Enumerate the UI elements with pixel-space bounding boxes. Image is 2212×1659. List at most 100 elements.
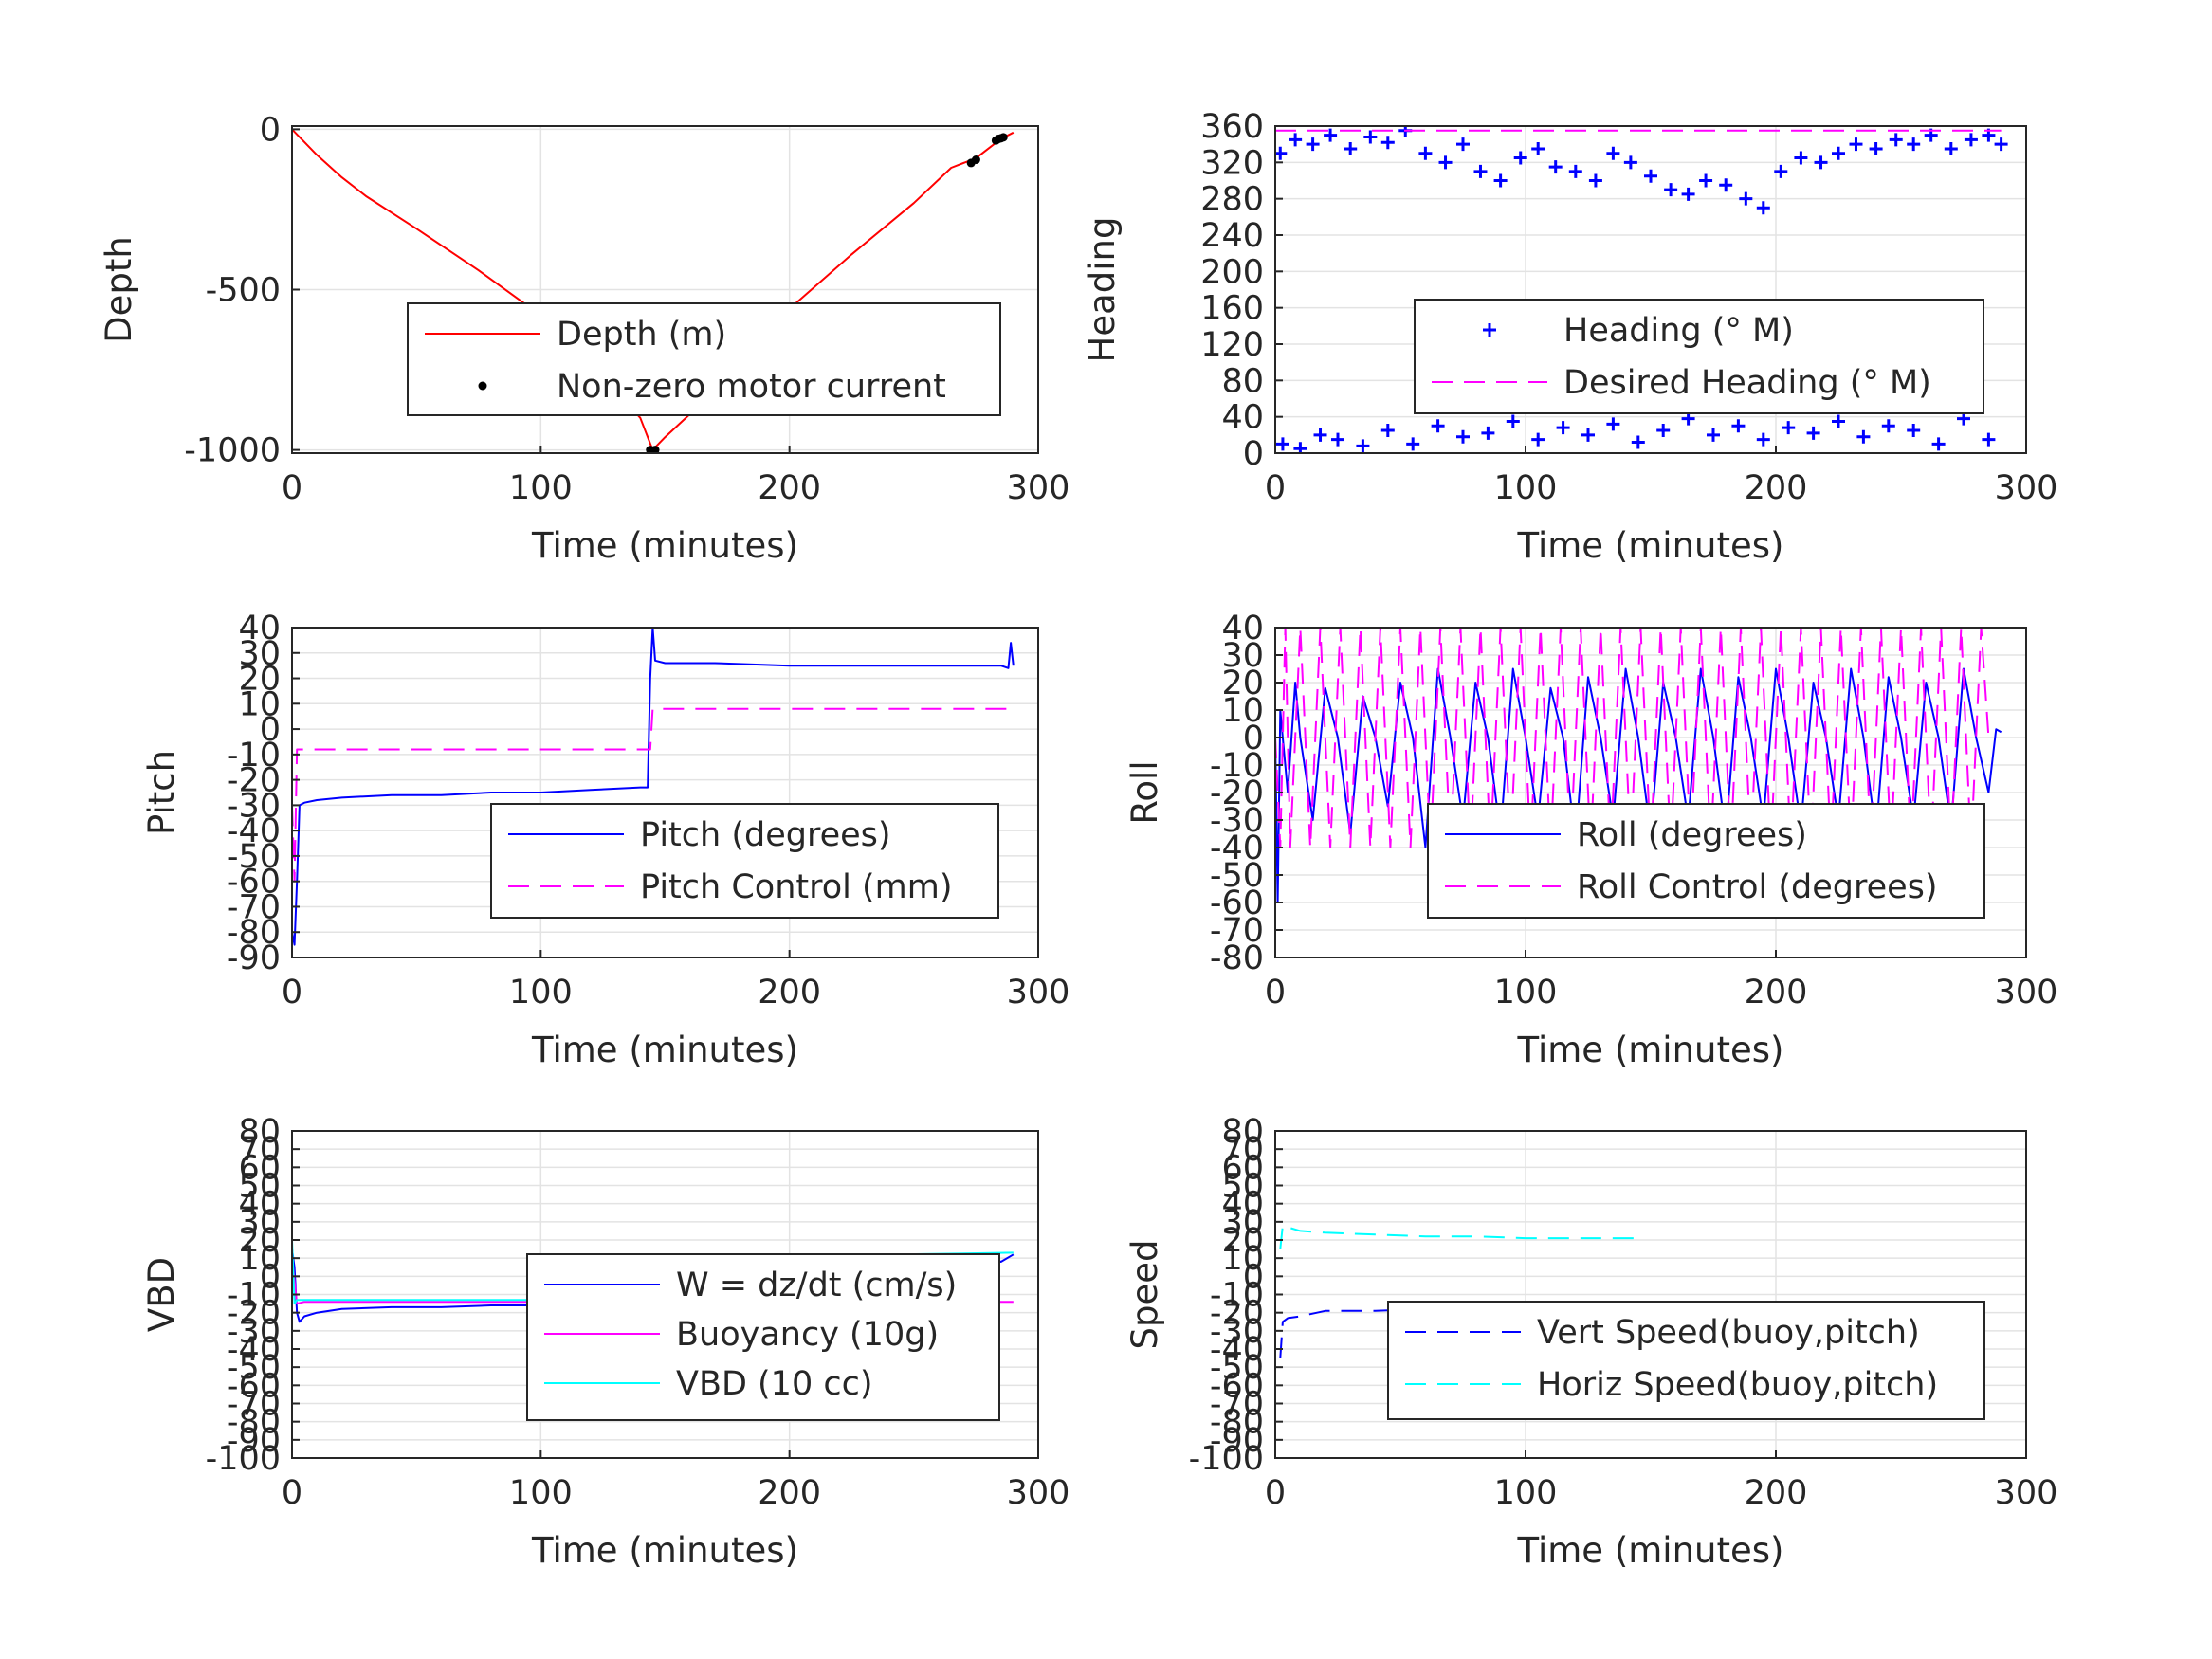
y-tick-label: 20 — [1221, 665, 1264, 702]
data-point-heading-0 — [1756, 201, 1770, 215]
y-tick-label: 20 — [1221, 1222, 1264, 1260]
y-tick-label: 10 — [238, 1240, 281, 1278]
y-tick-label: -70 — [227, 1386, 281, 1424]
data-point-heading-0 — [1681, 187, 1695, 201]
data-point-heading-0 — [1306, 137, 1320, 152]
y-tick-label: -30 — [1210, 802, 1264, 840]
chart-depth: 0 100 200 300 -1000 -500 0 Time (minutes) Depth D… — [99, 111, 1069, 566]
x-axis-label: Time (minutes) — [1517, 525, 1784, 566]
data-point-heading-0 — [1782, 421, 1796, 435]
data-point-heading-0 — [1481, 426, 1495, 440]
x-axis-label: Time (minutes) — [531, 525, 798, 566]
data-point-heading-0 — [1275, 437, 1289, 451]
y-tick-label: -60 — [1210, 1367, 1264, 1405]
y-tick-label: 60 — [1221, 1149, 1264, 1187]
legend-vbd: W = dz/dt (cm/s) Buoyancy (10g) VBD (10 cc… — [526, 1253, 1000, 1421]
y-tick-label: 40 — [1221, 1186, 1264, 1224]
y-tick-label: 80 — [238, 1113, 281, 1151]
y-tick-label: -80 — [227, 914, 281, 952]
data-point-heading-0 — [1982, 432, 1996, 447]
x-tick-label: 0 — [282, 1474, 302, 1512]
y-tick-label: 320 — [1200, 144, 1264, 182]
y-tick-label: -60 — [1210, 884, 1264, 922]
data-point-heading-0 — [1774, 164, 1788, 178]
y-tick-label: 20 — [238, 661, 281, 699]
data-point-heading-0 — [1556, 421, 1570, 435]
x-tick-label: 200 — [758, 1474, 821, 1512]
data-point-heading-0 — [1313, 428, 1327, 442]
chart-speed: 0 100 200 300-100-90-80-70-60-50-40-30-20-1… — [1124, 1113, 2057, 1571]
y-tick-label: 10 — [238, 685, 281, 723]
legend-speed: Vert Speed(buoy,pitch) Horiz Speed(buoy,p… — [1387, 1301, 1985, 1420]
y-tick-label: -10 — [227, 737, 281, 775]
data-point-depth-1 — [971, 155, 980, 165]
y-tick-label: -60 — [227, 1367, 281, 1405]
data-point-heading-0 — [1568, 164, 1582, 178]
data-point-heading-0 — [1456, 429, 1470, 444]
y-tick-label: 80 — [1221, 362, 1264, 400]
x-tick-label: 100 — [1494, 469, 1558, 507]
y-axis-label: Roll — [1124, 760, 1165, 824]
data-point-heading-0 — [1473, 164, 1488, 178]
y-tick-label: -30 — [1210, 1313, 1264, 1351]
data-point-heading-0 — [1814, 155, 1828, 170]
x-tick-label: 200 — [1745, 469, 1808, 507]
data-point-heading-0 — [1588, 173, 1602, 188]
y-tick-label: 360 — [1200, 108, 1264, 146]
series-line-speed-1 — [1279, 1224, 1638, 1249]
x-tick-label: 100 — [509, 974, 573, 1012]
y-axis-label: Speed — [1124, 1240, 1165, 1350]
legend-swatch — [478, 381, 487, 391]
data-point-heading-0 — [1356, 439, 1370, 453]
y-tick-label: 0 — [1243, 435, 1264, 473]
series-line-roll-0 — [1275, 667, 2002, 903]
y-tick-label: -50 — [227, 838, 281, 876]
y-tick-label: -30 — [227, 787, 281, 825]
legend-box — [490, 803, 999, 919]
data-point-heading-0 — [1380, 424, 1395, 438]
data-point-heading-0 — [1631, 435, 1645, 449]
y-tick-label: 240 — [1200, 217, 1264, 255]
legend-label: Roll Control (degrees) — [1577, 868, 1938, 906]
y-axis-label: Heading — [1082, 217, 1123, 363]
data-point-heading-0 — [1849, 137, 1863, 152]
series-line-pitch-1 — [292, 707, 1014, 883]
x-tick-label: 300 — [1007, 469, 1070, 507]
y-tick-label: 40 — [238, 610, 281, 647]
y-tick-label: 0 — [1243, 1258, 1264, 1296]
x-tick-label: 0 — [1265, 469, 1286, 507]
legend-box — [1387, 1301, 1985, 1420]
y-tick-label: -20 — [1210, 775, 1264, 812]
chart-roll: 0 100 200 300-80-70-60-50-40-30-20-10010203… — [1124, 610, 2057, 1070]
y-tick-label: -40 — [227, 1331, 281, 1369]
legend-label: Vert Speed(buoy,pitch) — [1537, 1314, 1920, 1352]
data-point-heading-0 — [1548, 160, 1563, 174]
data-point-heading-0 — [1456, 137, 1470, 152]
data-point-heading-0 — [1644, 169, 1657, 183]
y-tick-label: -70 — [1210, 1386, 1264, 1424]
y-tick-label: 160 — [1200, 290, 1264, 328]
y-tick-label: 50 — [238, 1168, 281, 1206]
y-tick-label: -10 — [227, 1277, 281, 1315]
data-point-heading-0 — [1719, 178, 1733, 192]
y-tick-label: -20 — [227, 1295, 281, 1333]
legend-label: Horiz Speed(buoy,pitch) — [1537, 1366, 1938, 1404]
x-axis-label: Time (minutes) — [531, 1530, 798, 1571]
data-point-heading-0 — [1431, 419, 1445, 433]
legend-label: Pitch (degrees) — [640, 816, 891, 854]
data-point-heading-0 — [1869, 141, 1883, 155]
y-tick-label: -50 — [227, 1349, 281, 1387]
y-tick-label: -1000 — [184, 432, 281, 470]
legend-box — [1427, 803, 1985, 919]
data-point-heading-0 — [1418, 146, 1433, 160]
y-tick-label: -60 — [227, 864, 281, 902]
legend-pitch: Pitch (degrees) Pitch Control (mm) — [490, 803, 999, 919]
data-point-depth-1 — [650, 446, 660, 453]
y-tick-label: -90 — [1210, 1422, 1264, 1460]
series-line-pitch-0 — [292, 628, 1015, 946]
y-tick-label: 0 — [260, 711, 281, 749]
data-point-heading-0 — [1907, 137, 1921, 152]
y-tick-label: 40 — [1221, 610, 1264, 647]
chart-pitch: 0 100 200 300-90-80-70-60-50-40-30-20-10010… — [141, 610, 1069, 1070]
